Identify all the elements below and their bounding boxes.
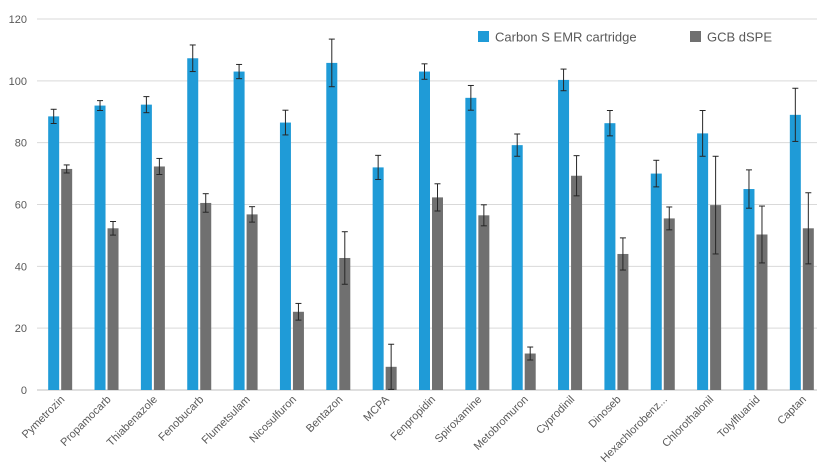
x-tick-label: Captan [775,394,809,428]
legend: Carbon S EMR cartridge GCB dSPE [478,30,772,45]
bar-carbon-s-emr [511,145,523,390]
bar-carbon-s-emr [372,167,384,390]
bar-gcb-dspe [432,197,443,390]
bar-gcb-dspe [710,205,722,390]
bar-gcb-dspe [524,353,536,390]
bar-gcb-dspe [571,175,583,390]
bar-carbon-s-emr [419,71,430,390]
x-tick-label: Flumetsulam [200,394,253,447]
x-tick-label: Pymetrozin [20,394,67,441]
bar-gcb-dspe [339,257,351,390]
y-axis-ticks: 0 20 40 60 80 100 120 [9,14,27,397]
bar-gcb-dspe [200,202,212,390]
bar-gcb-dspe [802,228,814,390]
bar-gcb-dspe [246,214,258,390]
y-tick-label: 80 [15,138,27,150]
bars [48,58,814,391]
bar-gcb-dspe [292,311,304,390]
x-tick-label: Bentazon [304,394,345,435]
bar-carbon-s-emr [558,79,570,391]
x-tick-label: Cyprodinil [534,394,577,437]
y-tick-label: 0 [21,385,27,397]
x-tick-label: Nicosulfuron [247,394,299,446]
bar-carbon-s-emr [140,104,152,391]
legend-label-gcb-dspe: GCB dSPE [707,30,772,45]
bar-carbon-s-emr [48,116,60,390]
x-axis-ticks: PymetrozinPropamocarbThiabenazoleFenobuc… [20,393,809,463]
x-tick-label: Fenobucarb [156,394,206,444]
legend-label-carbon-s-emr: Carbon S EMR cartridge [495,30,637,45]
bar-carbon-s-emr [233,71,245,390]
legend-swatch-gcb-dspe [690,31,701,42]
x-tick-label: Fenpropidin [389,394,439,444]
bar-carbon-s-emr [187,58,199,391]
y-tick-label: 100 [9,76,27,88]
bar-carbon-s-emr [789,114,801,390]
legend-swatch-carbon-s-emr [478,31,489,42]
bar-carbon-s-emr [743,189,755,390]
y-tick-label: 20 [15,323,27,335]
bar-gcb-dspe [617,253,629,390]
error-bars [50,38,812,390]
bar-gcb-dspe [756,234,768,390]
x-tick-label: Dinoseb [587,394,624,431]
bar-gcb-dspe [153,166,165,390]
bar-carbon-s-emr [465,97,477,391]
y-tick-label: 120 [9,14,27,26]
bar-carbon-s-emr [279,122,291,390]
bar-carbon-s-emr [604,123,616,391]
bar-carbon-s-emr [650,173,662,390]
x-tick-label: Spiroxamine [433,394,485,446]
y-tick-label: 40 [15,261,27,273]
bar-gcb-dspe [107,228,119,390]
bar-carbon-s-emr [697,133,709,390]
bar-gcb-dspe [663,218,675,390]
bar-carbon-s-emr [94,105,106,391]
bar-gcb-dspe [478,215,490,390]
x-tick-label: MCPA [361,393,392,424]
y-tick-label: 60 [15,200,27,212]
x-tick-label: Tolylfluanid [716,394,763,441]
bar-carbon-s-emr [326,62,338,390]
bar-gcb-dspe [61,168,73,390]
